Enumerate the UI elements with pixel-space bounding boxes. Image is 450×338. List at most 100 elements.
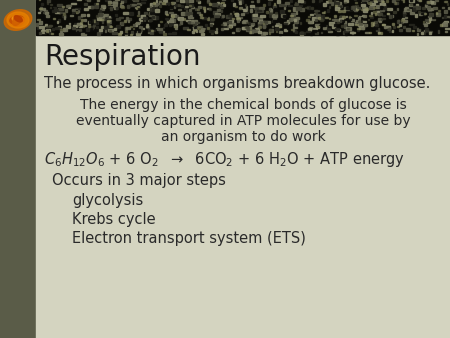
Bar [76,8,80,9]
Bar [426,20,428,23]
Bar [221,24,223,25]
Bar [376,5,380,8]
Bar [258,9,263,12]
Bar [393,14,396,16]
Bar [398,20,399,21]
Bar [359,27,364,29]
Bar [156,29,158,31]
Bar [43,12,47,13]
Bar [234,13,237,14]
Bar [252,14,254,16]
Bar [276,18,281,20]
Bar [223,28,228,29]
Bar [149,11,152,14]
Bar [116,25,120,28]
Bar [114,28,116,30]
Bar [255,28,259,31]
Bar [208,8,211,10]
Bar [356,2,357,3]
Bar [293,8,297,11]
Bar [270,29,273,32]
Bar [334,15,336,17]
Bar [300,22,301,24]
Bar [274,3,275,5]
Bar [307,16,310,17]
Bar [421,32,423,34]
Bar [429,32,431,33]
Text: The process in which organisms breakdown glucose.: The process in which organisms breakdown… [44,76,430,91]
Bar [219,7,223,8]
Bar [437,13,438,14]
Bar [168,33,171,34]
Bar [279,33,281,35]
Bar [59,8,63,10]
Bar [366,1,367,3]
Bar [346,7,351,9]
Bar [350,31,355,33]
Bar [233,23,235,25]
Bar [191,6,193,8]
Bar [250,9,252,12]
Bar [47,0,50,2]
Bar [239,8,241,9]
Bar [150,3,155,5]
Bar [89,28,94,29]
Bar [428,18,432,20]
Text: Occurs in 3 major steps: Occurs in 3 major steps [52,173,226,188]
Bar [102,21,103,23]
Bar [266,12,267,13]
Bar [216,28,217,29]
Bar [54,9,59,11]
Bar [113,6,117,8]
Bar [263,4,266,6]
Bar [288,10,290,11]
Bar [209,3,211,5]
Bar [46,29,50,32]
Bar [250,5,254,7]
Bar [207,8,210,9]
Bar [376,10,381,13]
Bar [137,6,139,7]
Bar [197,27,198,29]
Bar [218,28,219,29]
Bar [284,23,288,24]
Bar [95,5,98,7]
Bar [378,0,380,2]
Bar [365,32,369,33]
Bar [437,27,439,29]
Bar [344,0,348,2]
Bar [108,5,113,7]
Bar [174,26,176,27]
Bar [153,17,157,19]
Bar [151,30,153,31]
Bar [351,32,353,34]
Bar [226,15,231,18]
Bar [112,21,114,24]
Bar [378,13,380,15]
Bar [405,28,410,31]
Bar [369,6,373,7]
Bar [66,25,70,28]
Bar [139,18,140,20]
Text: Krebs cycle: Krebs cycle [72,212,156,227]
Bar [439,26,441,27]
Bar [428,9,431,10]
Bar [110,2,115,3]
Bar [153,12,156,14]
Bar [135,7,137,8]
Bar [97,17,102,20]
Bar [320,0,322,3]
Bar [198,27,200,29]
Bar [124,32,126,33]
Bar [276,23,279,25]
Bar [391,0,395,1]
Bar [358,25,360,26]
Bar [77,31,81,33]
Bar [78,17,80,19]
Text: $C_6H_{12}O_6$ + 6 O$_2$  $\rightarrow$  6CO$_2$ + 6 H$_2$O + ATP energy: $C_6H_{12}O_6$ + 6 O$_2$ $\rightarrow$ 6… [44,150,405,169]
Bar [67,4,71,6]
Bar [62,6,64,7]
Bar [360,15,364,17]
Bar [364,8,368,10]
Bar [344,7,348,10]
